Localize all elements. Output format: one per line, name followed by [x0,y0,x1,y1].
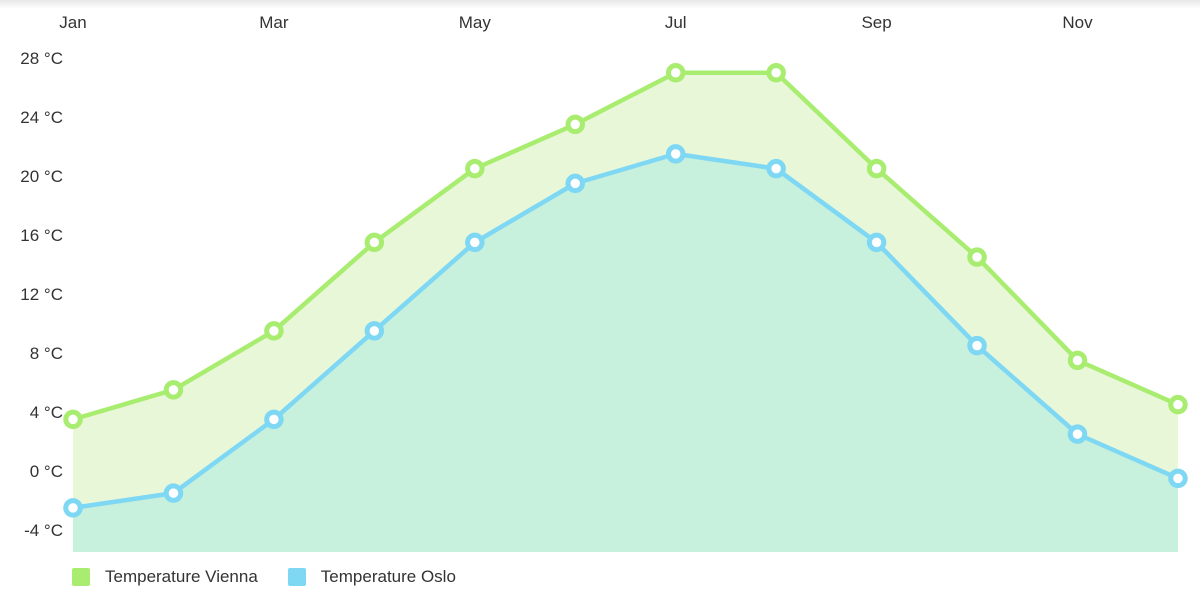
oslo-marker-nov[interactable] [1067,424,1088,444]
oslo-marker-aug[interactable] [766,158,786,179]
oslo-legend-label: Temperature Oslo [320,567,456,586]
vienna-marker-jan[interactable] [63,409,83,430]
oslo-area [73,153,1178,552]
oslo-marker-dec[interactable] [1168,468,1188,489]
y-axis-label-4: 4 °C [30,403,63,422]
vienna-marker-oct[interactable] [967,247,987,267]
vienna-marker-jul[interactable] [665,63,686,83]
oslo-marker-jul[interactable] [665,144,686,164]
x-axis-label-jul: Jul [665,13,687,32]
vienna-marker-mar[interactable] [264,321,284,341]
vienna-marker-apr[interactable] [364,232,385,253]
oslo-marker-feb[interactable] [163,483,184,503]
oslo-line [70,151,1181,511]
y-axis-label-12: 12 °C [20,285,63,304]
vienna-legend-swatch [72,568,90,586]
x-axis-label-jan: Jan [59,13,86,32]
y-axis-label-8: 8 °C [30,344,63,363]
y-axis-label-28: 28 °C [20,49,63,68]
vienna-marker-feb[interactable] [163,380,184,400]
oslo-marker-oct[interactable] [967,335,987,356]
chart-legend: Temperature Vienna Temperature Oslo [72,568,456,586]
oslo-marker-may[interactable] [465,232,485,253]
y-axis-label--4: -4 °C [24,521,63,540]
vienna-marker-dec[interactable] [1168,394,1188,415]
temperature-area-chart: Jan Mar May Jul Sep Nov 28 °C 24 °C 20 °C 16 °C 12… [20,13,1188,552]
oslo-marker-sep[interactable] [866,232,887,253]
legend-item-vienna[interactable]: Temperature Vienna [72,568,258,586]
oslo-marker-mar[interactable] [264,409,284,430]
vienna-marker-sep[interactable] [866,158,887,179]
oslo-marker-jun[interactable] [565,173,585,194]
y-axis-label-20: 20 °C [20,167,63,186]
vienna-marker-may[interactable] [465,158,485,179]
vienna-legend-label: Temperature Vienna [105,567,258,586]
oslo-marker-apr[interactable] [364,321,385,341]
y-axis-label-0: 0 °C [30,462,63,481]
x-axis-label-mar: Mar [259,13,289,32]
legend-item-oslo[interactable]: Temperature Oslo [287,567,456,586]
x-axis-label-may: May [459,13,492,32]
vienna-marker-nov[interactable] [1067,350,1088,371]
vienna-line [70,70,1181,422]
y-axis-label-24: 24 °C [20,108,63,127]
oslo-marker-jan[interactable] [63,498,83,518]
oslo-legend-swatch [287,568,306,586]
vienna-marker-jun[interactable] [565,114,585,135]
x-axis-label-nov: Nov [1062,13,1093,32]
x-axis-label-sep: Sep [861,13,891,32]
vienna-marker-aug[interactable] [766,63,786,83]
y-axis-label-16: 16 °C [20,226,63,245]
